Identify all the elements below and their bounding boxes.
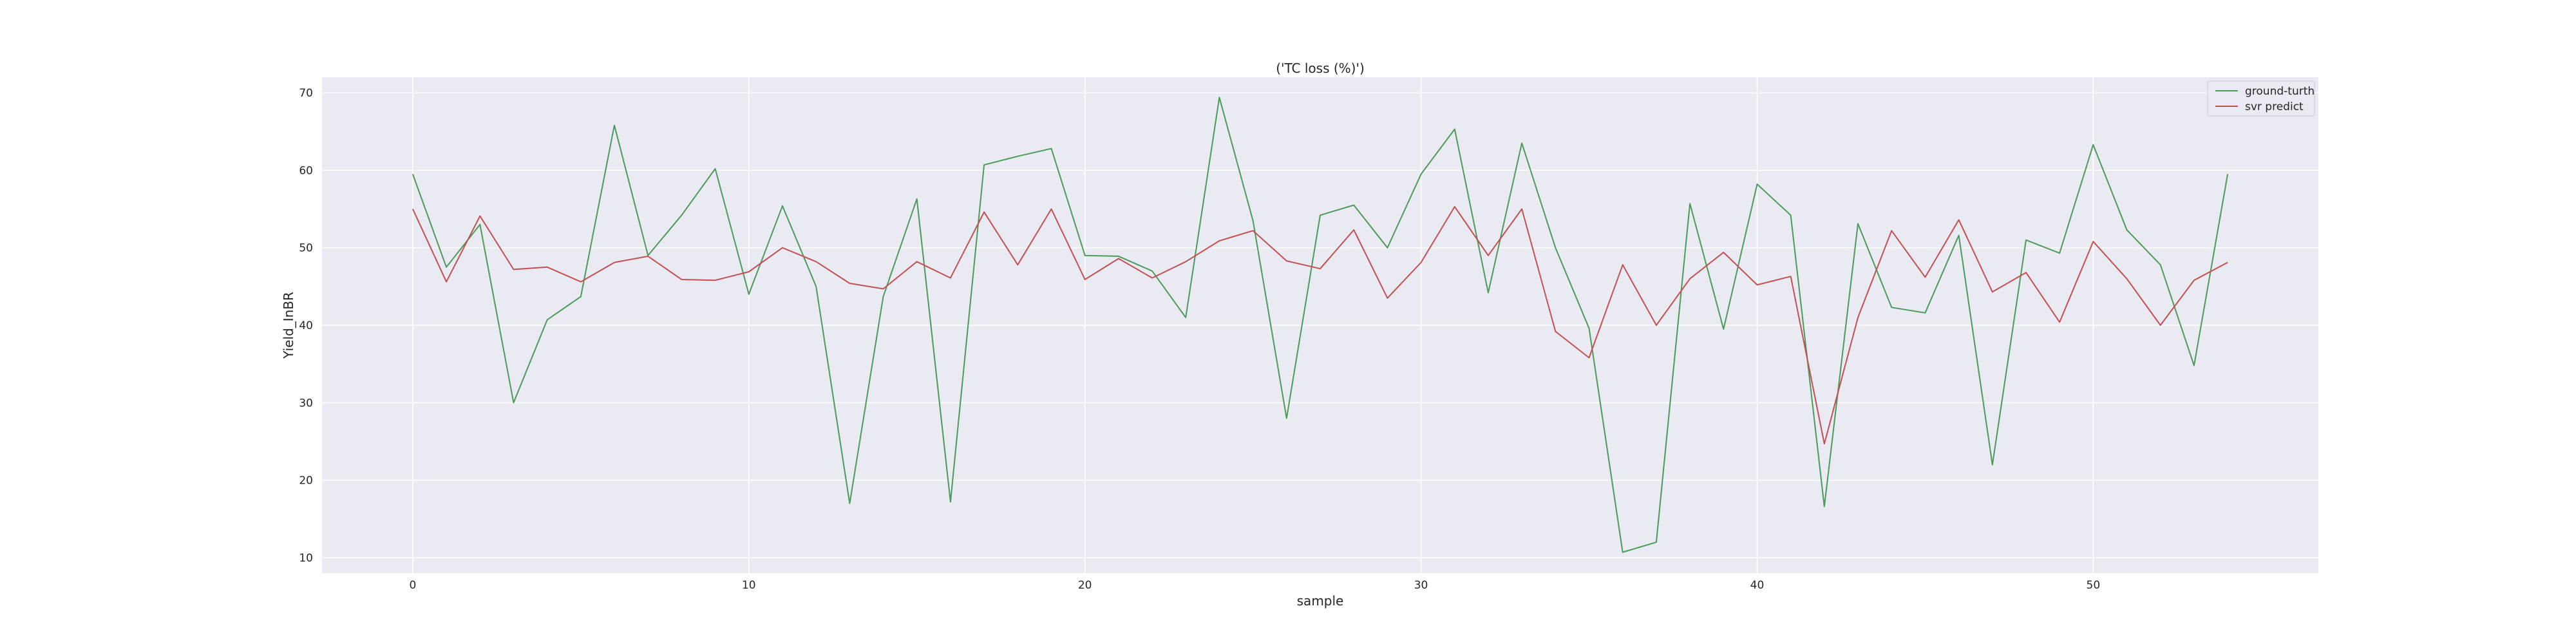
y-axis-label: Yield_InBR <box>281 292 296 359</box>
y-tick-label: 50 <box>299 242 313 255</box>
y-tick-label: 70 <box>299 87 313 100</box>
y-tick-label: 40 <box>299 319 313 332</box>
legend: ground-turth svr predict <box>2207 80 2315 117</box>
x-tick-label: 30 <box>1414 579 1428 592</box>
x-axis-label: sample <box>1297 593 1344 609</box>
x-tick-label: 0 <box>409 579 416 592</box>
tick-labels: 0 10 20 30 40 50 10 20 30 40 50 60 70 <box>299 87 2100 592</box>
y-tick-label: 30 <box>299 397 313 410</box>
chart-title: ('TC loss (%)') <box>1276 61 1365 76</box>
legend-label-ground-turth: ground-turth <box>2245 85 2315 98</box>
series-line-svr-predict <box>412 205 2228 445</box>
x-tick-label: 50 <box>2087 579 2101 592</box>
x-tick-label: 20 <box>1078 579 1092 592</box>
legend-box <box>2207 80 2315 117</box>
x-tick-label: 40 <box>1750 579 1765 592</box>
y-tick-label: 60 <box>299 164 313 177</box>
x-tick-label: 10 <box>742 579 756 592</box>
series-layer <box>412 97 2229 553</box>
series-line-ground-turth <box>412 97 2229 553</box>
y-tick-label: 20 <box>299 475 313 488</box>
y-tick-label: 10 <box>299 552 313 565</box>
legend-label-svr-predict: svr predict <box>2245 100 2304 113</box>
